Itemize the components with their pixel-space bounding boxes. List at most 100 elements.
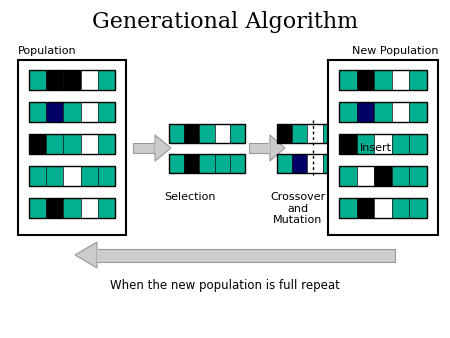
Bar <box>46 134 63 154</box>
Bar <box>378 143 379 153</box>
Bar <box>328 60 438 235</box>
Bar <box>338 153 353 172</box>
Bar <box>46 198 63 218</box>
Polygon shape <box>155 135 171 161</box>
Bar <box>63 166 81 186</box>
Bar <box>392 198 410 218</box>
Bar <box>215 123 230 143</box>
Bar <box>339 70 356 90</box>
Bar <box>96 248 98 262</box>
Bar <box>29 166 46 186</box>
Bar <box>356 102 374 122</box>
Bar <box>29 198 115 218</box>
Polygon shape <box>270 135 285 161</box>
Bar <box>339 102 427 122</box>
Bar <box>374 198 392 218</box>
Polygon shape <box>75 242 97 268</box>
Bar <box>230 153 245 172</box>
Bar <box>339 198 356 218</box>
Text: Selection: Selection <box>164 192 216 202</box>
Bar <box>81 70 98 90</box>
Bar <box>199 153 215 172</box>
Bar <box>29 166 115 186</box>
Bar <box>63 198 81 218</box>
Bar <box>307 153 323 172</box>
Bar <box>339 102 356 122</box>
Text: Crossover
and
Mutation: Crossover and Mutation <box>270 192 326 225</box>
Bar <box>29 102 115 122</box>
Bar <box>29 102 46 122</box>
Bar <box>29 134 115 154</box>
Bar <box>81 134 98 154</box>
Bar <box>63 134 81 154</box>
Bar <box>339 70 427 90</box>
Bar <box>63 102 81 122</box>
Bar <box>199 123 215 143</box>
Bar <box>410 166 427 186</box>
Bar <box>277 153 292 172</box>
Bar <box>356 198 374 218</box>
Bar <box>277 123 292 143</box>
Bar <box>323 153 338 172</box>
Bar <box>410 134 427 154</box>
Bar <box>81 102 98 122</box>
Bar <box>249 143 270 153</box>
Bar <box>339 134 427 154</box>
Bar <box>410 70 427 90</box>
Bar <box>184 153 199 172</box>
Bar <box>392 166 410 186</box>
Bar <box>392 134 410 154</box>
Bar <box>215 153 230 172</box>
Bar <box>339 134 356 154</box>
Bar <box>374 70 392 90</box>
Bar <box>358 143 379 153</box>
Bar <box>98 166 115 186</box>
Bar <box>46 166 63 186</box>
Bar <box>29 198 46 218</box>
Bar <box>356 134 374 154</box>
Bar <box>184 123 199 143</box>
Bar <box>46 70 63 90</box>
Text: New Population: New Population <box>351 46 438 56</box>
Bar <box>374 134 392 154</box>
Polygon shape <box>379 135 394 161</box>
Bar <box>97 248 395 262</box>
Bar <box>307 123 323 143</box>
Bar <box>277 123 353 143</box>
Bar <box>292 153 307 172</box>
Bar <box>81 166 98 186</box>
Bar <box>339 166 427 186</box>
Bar <box>230 123 245 143</box>
Bar <box>46 102 63 122</box>
Bar <box>339 166 356 186</box>
Bar <box>323 123 338 143</box>
Bar <box>29 70 115 90</box>
Bar <box>356 70 374 90</box>
Bar <box>374 102 392 122</box>
Bar <box>29 134 46 154</box>
Bar <box>98 70 115 90</box>
Bar <box>63 70 81 90</box>
Bar <box>154 143 156 153</box>
Bar <box>169 153 184 172</box>
Bar <box>356 166 374 186</box>
Bar <box>339 198 427 218</box>
Bar <box>169 123 245 143</box>
Bar <box>98 198 115 218</box>
Text: Population: Population <box>18 46 76 56</box>
Bar <box>410 102 427 122</box>
Bar <box>18 60 126 235</box>
Bar <box>98 134 115 154</box>
Bar <box>169 153 245 172</box>
Bar <box>81 198 98 218</box>
Text: When the new population is full repeat: When the new population is full repeat <box>110 279 340 291</box>
Bar <box>292 123 307 143</box>
Bar <box>29 70 46 90</box>
Text: Generational Algorithm: Generational Algorithm <box>92 11 358 33</box>
Bar <box>98 102 115 122</box>
Bar <box>392 70 410 90</box>
Bar <box>374 166 392 186</box>
Bar <box>410 198 427 218</box>
Bar <box>169 123 184 143</box>
Bar <box>277 153 353 172</box>
